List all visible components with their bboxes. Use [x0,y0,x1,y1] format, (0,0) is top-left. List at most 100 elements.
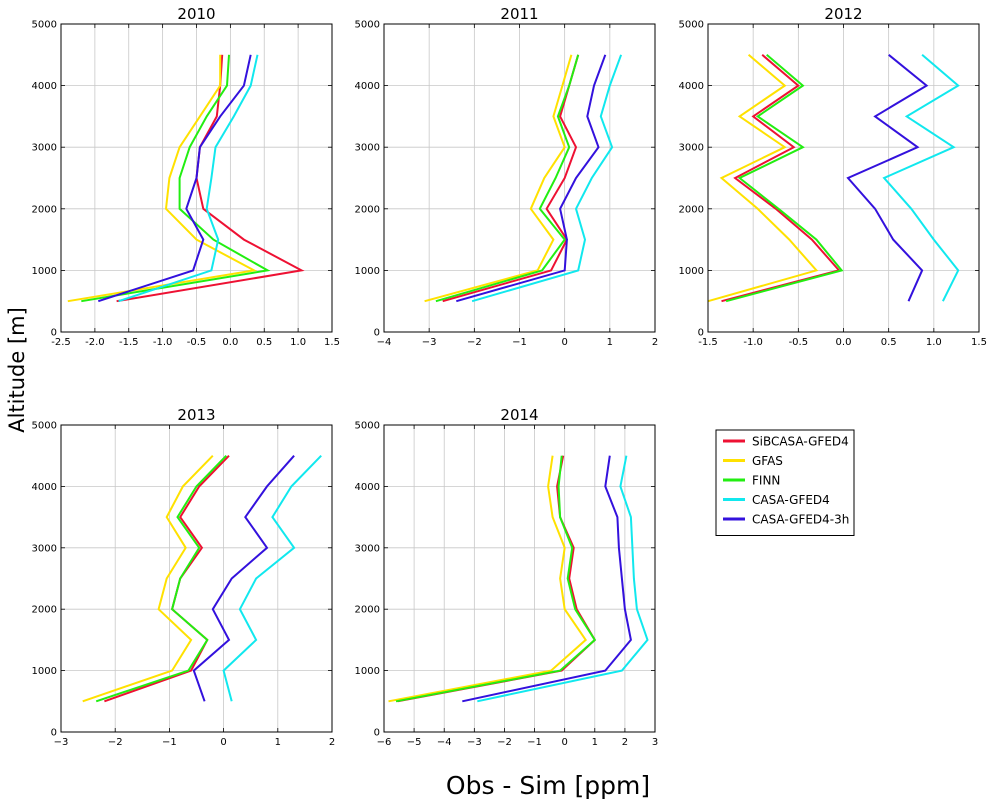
x-tick-label: 0 [561,337,567,348]
x-tick-label: −2 [108,737,123,748]
panel-2012: -1.5 -1.0 -0.5 0.0 0.5 1.0 1.5 0 1000 2000 3000 400… [679,5,987,348]
series-line-FINN [95,455,228,703]
y-tick-label: 0 [374,328,380,339]
y-tick-label: 5000 [32,421,57,432]
legend-label: CASA-GFED4 [752,493,830,507]
x-tick-label: 2 [652,337,658,348]
legend-label: SiBCASA-GFED4 [752,435,849,449]
series-line-FINN [435,54,580,303]
series-line-CASA-GFED4-3h [462,455,632,703]
x-tick-label: 2 [622,737,628,748]
y-tick-label: 4000 [32,81,57,92]
y-tick-label: 3000 [679,143,704,154]
x-tick-label: 1.5 [971,337,987,348]
x-tick-label: −3 [54,737,69,748]
x-tick-label: −2 [467,337,482,348]
axes-frame [60,424,333,733]
series-line-GFAS [67,54,258,303]
x-tick-label: −1 [512,337,527,348]
series-line-GFAS [388,455,588,703]
y-tick-label: 4000 [355,482,380,493]
series-line-FINN [81,54,271,303]
series-line-CASA-GFED4-3h [192,455,295,702]
panel-2011: −4 −3 −2 −1 0 1 2 0 1000 2000 3000 4000 5000 2011 [355,5,659,348]
x-tick-label: 1.0 [290,337,306,348]
y-tick-label: 3000 [32,143,57,154]
panel-2014: −6 −5 −4 −3 −2 −1 0 1 2 3 0 1000 2000 3000 4000 5000 201… [355,406,659,748]
series-line-FINN [725,54,844,303]
panel-title: 2012 [824,5,862,23]
x-tick-label: 0.5 [881,337,897,348]
x-tick-label: −5 [407,737,422,748]
x-tick-label: 1 [592,737,598,748]
series-line-SiBCASA-GFED4 [721,54,841,303]
y-tick-label: 5000 [355,421,380,432]
x-tick-label: 0.5 [256,337,272,348]
panel-2013: −3 −2 −1 0 1 2 0 1000 2000 3000 4000 5000 2013 [32,406,336,748]
axes-frame [383,23,656,333]
x-tick-label: 2 [329,737,335,748]
y-tick-label: 1000 [32,266,57,277]
x-tick-label: 0 [561,737,567,748]
y-tick-label: 4000 [355,81,380,92]
y-tick-label: 0 [51,728,57,739]
y-tick-label: 0 [698,328,704,339]
y-tick-label: 1000 [355,266,380,277]
series-line-CASA-GFED4 [222,455,322,702]
x-tick-label: −3 [422,337,437,348]
y-tick-label: 3000 [355,543,380,554]
series-line-FINN [395,455,597,703]
y-tick-label: 1000 [355,666,380,677]
legend-label: CASA-GFED4-3h [752,513,849,527]
series-line-GFAS [424,54,573,303]
legend-label: FINN [752,474,780,488]
y-tick-label: 0 [51,328,57,339]
x-tick-label: -2.0 [85,337,105,348]
panel-title: 2011 [500,5,538,23]
panel-title: 2010 [177,5,215,23]
panel-title: 2014 [500,406,538,424]
series-line-CASA-GFED4-3h [846,54,929,302]
y-tick-label: 2000 [355,204,380,215]
x-tick-label: 1 [275,737,281,748]
series-line-CASA-GFED4-3h [456,54,607,303]
x-tick-label: -1.5 [698,337,718,348]
y-tick-label: 4000 [679,81,704,92]
x-tick-label: −4 [437,737,452,748]
x-tick-label: 0.0 [836,337,852,348]
axes-frame [707,23,980,333]
series-line-GFAS [707,54,819,303]
series-line-GFAS [82,455,214,703]
x-tick-label: 0.0 [222,337,238,348]
series-line-CASA-GFED4 [882,54,960,302]
figure-ylabel: Altitude [m] [5,307,29,433]
y-tick-label: 4000 [32,482,57,493]
y-tick-label: 2000 [355,605,380,616]
y-tick-label: 3000 [355,143,380,154]
y-tick-label: 5000 [679,20,704,31]
y-tick-label: 5000 [355,20,380,31]
y-tick-label: 1000 [32,666,57,677]
x-tick-label: -1.0 [153,337,173,348]
x-tick-label: 3 [652,737,658,748]
y-tick-label: 5000 [32,20,57,31]
x-tick-label: −1 [162,737,177,748]
plot-area [384,425,655,732]
x-tick-label: −2 [497,737,512,748]
x-tick-label: 1.5 [324,337,340,348]
figure-xlabel: Obs - Sim [ppm] [446,771,650,800]
legend: SiBCASA-GFED4 GFAS FINN CASA-GFED4 CASA-GFED… [715,429,855,536]
series-line-CASA-GFED4 [477,455,649,703]
y-tick-label: 2000 [679,204,704,215]
axes-frame [60,23,333,333]
x-tick-label: -0.5 [789,337,809,348]
x-tick-label: 1 [607,337,613,348]
axes-frame [383,424,656,733]
x-tick-label: 1.0 [926,337,942,348]
y-tick-label: 1000 [679,266,704,277]
panel-title: 2013 [177,406,215,424]
x-tick-label: -1.0 [743,337,763,348]
series-line-CASA-GFED4 [118,54,259,303]
